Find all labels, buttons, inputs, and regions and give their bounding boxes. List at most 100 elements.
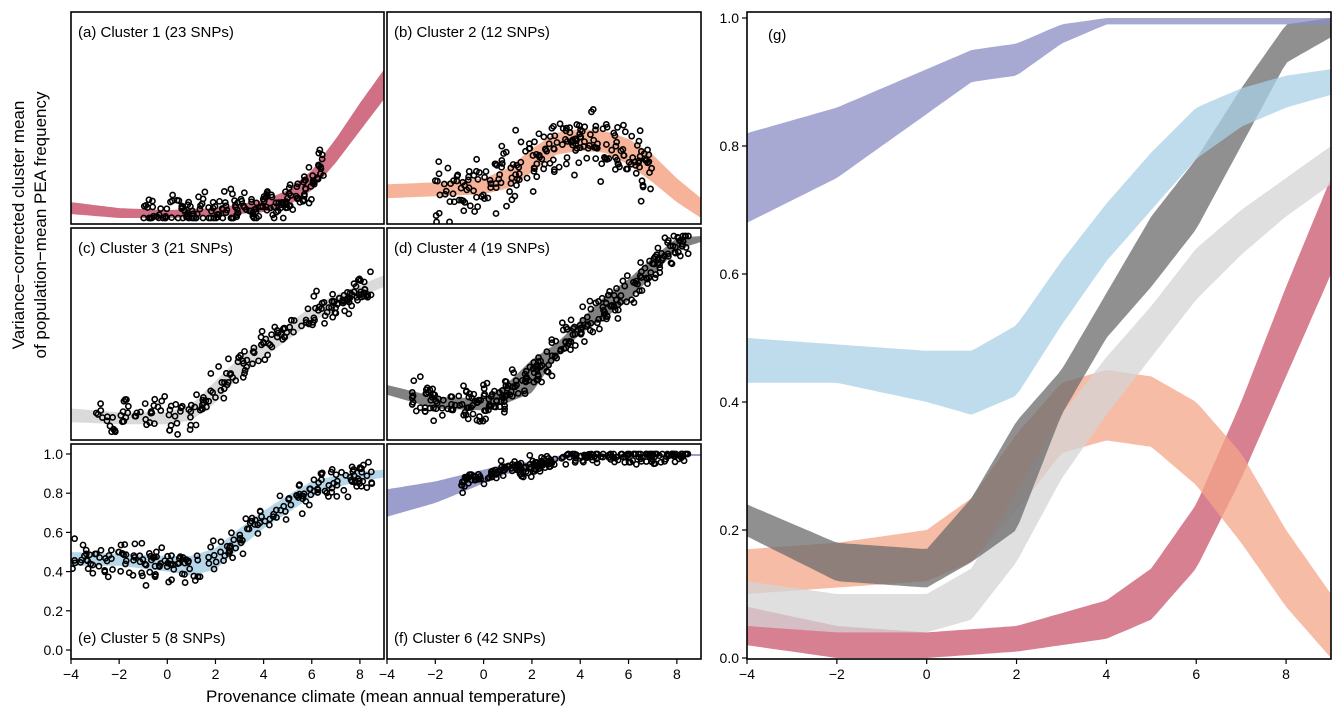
data-point — [429, 390, 437, 398]
data-point — [632, 460, 640, 468]
data-point — [210, 551, 218, 559]
data-point — [639, 183, 647, 191]
data-point — [309, 321, 316, 329]
data-point — [426, 404, 434, 412]
data-point — [71, 557, 79, 564]
data-point — [175, 197, 183, 204]
data-point — [573, 137, 580, 145]
data-point — [463, 404, 471, 412]
panel-a-frame — [70, 11, 385, 225]
data-point — [349, 468, 357, 475]
data-point — [629, 154, 637, 162]
data-point — [318, 469, 326, 477]
data-point — [521, 387, 528, 395]
data-point — [165, 578, 173, 586]
data-point — [550, 145, 558, 153]
data-point — [138, 569, 146, 577]
data-point — [476, 413, 483, 420]
data-point — [325, 304, 333, 311]
data-point — [622, 165, 630, 173]
x-tick-label: −2 — [111, 666, 127, 682]
data-point — [239, 373, 247, 381]
data-point — [613, 285, 620, 292]
data-point — [95, 562, 103, 570]
data-point — [517, 138, 525, 146]
data-point — [546, 463, 554, 470]
data-point — [602, 141, 610, 148]
data-point — [226, 543, 233, 551]
data-point — [589, 456, 596, 464]
data-point — [237, 195, 245, 203]
data-point — [250, 344, 258, 352]
data-point — [248, 195, 255, 203]
data-point — [474, 175, 482, 183]
data-point — [103, 417, 111, 425]
data-point — [123, 396, 130, 403]
data-point — [209, 537, 217, 545]
y-tick-label: 0.0 — [44, 642, 64, 658]
data-point — [340, 486, 348, 494]
data-point — [199, 396, 207, 404]
data-point — [562, 136, 569, 143]
x-tick-label: 8 — [673, 666, 681, 682]
panel-b-label: (b) Cluster 2 (12 SNPs) — [394, 24, 550, 41]
data-point — [442, 187, 450, 195]
data-point — [220, 188, 228, 195]
data-point — [497, 457, 505, 465]
data-point — [533, 376, 541, 384]
y-tick-label: 0.4 — [44, 564, 64, 580]
data-point — [270, 214, 278, 222]
data-point — [361, 286, 369, 293]
data-point — [284, 194, 291, 202]
data-point — [287, 501, 295, 509]
data-point — [104, 573, 112, 581]
data-point — [277, 506, 285, 514]
data-point — [635, 137, 643, 145]
panel-f-label: (f) Cluster 6 (42 SNPs) — [394, 630, 546, 647]
data-point — [481, 390, 489, 398]
data-point — [173, 419, 181, 427]
data-point — [261, 356, 269, 364]
data-point — [199, 405, 206, 413]
data-point — [241, 367, 249, 374]
data-point — [166, 557, 174, 564]
data-point — [239, 550, 247, 558]
data-point — [332, 471, 340, 479]
data-point — [157, 205, 165, 213]
data-point — [435, 170, 443, 178]
data-point — [533, 366, 541, 373]
data-point — [328, 488, 336, 496]
data-point — [515, 170, 523, 178]
data-point — [625, 158, 633, 166]
data-point — [492, 180, 500, 187]
data-point — [285, 184, 293, 192]
data-point — [293, 183, 301, 191]
data-point — [124, 402, 132, 410]
data-point — [682, 232, 690, 240]
cluster-5-band — [71, 469, 384, 576]
data-point — [257, 333, 265, 341]
data-point — [150, 402, 158, 409]
data-point — [207, 543, 215, 551]
data-point — [458, 401, 466, 408]
data-point — [657, 458, 665, 466]
data-point — [570, 323, 578, 331]
data-point — [226, 371, 234, 378]
data-point — [299, 197, 307, 205]
data-point — [305, 163, 313, 171]
data-point — [240, 203, 248, 211]
y-axis-title-line2: of population−mean PEA frequency — [31, 91, 50, 358]
data-point — [576, 144, 584, 152]
data-point — [314, 489, 322, 496]
data-point — [563, 154, 571, 161]
panel-e-frame — [70, 443, 385, 660]
data-point — [444, 164, 452, 172]
data-point — [333, 481, 341, 489]
data-point — [181, 559, 189, 567]
data-point — [664, 451, 672, 459]
data-point — [138, 539, 146, 547]
data-point — [613, 138, 621, 146]
data-point — [333, 477, 341, 485]
data-point — [328, 298, 336, 305]
y-tick-label: 0.8 — [720, 138, 740, 154]
